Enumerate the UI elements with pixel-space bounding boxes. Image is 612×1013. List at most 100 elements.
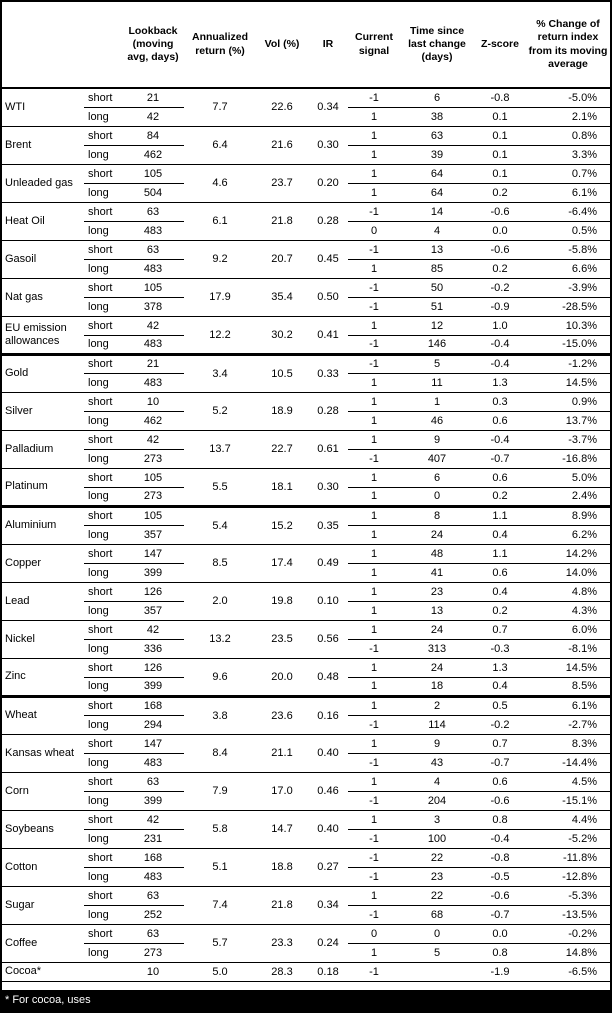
zscore-value: -1.9 — [474, 962, 526, 982]
current-signal-value: 1 — [348, 430, 400, 450]
leg-label: short — [84, 278, 122, 298]
current-signal-value: -1 — [348, 297, 400, 317]
pct-change-value: 14.0% — [526, 563, 610, 583]
pct-change-value: -3.9% — [526, 278, 610, 298]
leg-label: long — [84, 905, 122, 925]
ir-value: 0.40 — [308, 734, 348, 773]
time-since-value: 5 — [400, 354, 474, 374]
table-row: long 378 -1 51 -0.9 -28.5% — [2, 297, 610, 317]
table-row: long 357 1 24 0.4 6.2% — [2, 525, 610, 545]
table-row: Zinc short 126 9.6 20.0 0.48 1 24 1.3 14.5% — [2, 658, 610, 698]
leg-label: short — [84, 810, 122, 830]
current-signal-value: 1 — [348, 734, 400, 754]
lookback-value: 105 — [122, 164, 184, 184]
current-signal-value: 0 — [348, 924, 400, 944]
pct-change-value: -5.0% — [526, 88, 610, 108]
zscore-value: 0.6 — [474, 468, 526, 488]
lookback-value: 63 — [122, 924, 184, 944]
leg-label: short — [84, 202, 122, 222]
annualized-return-value: 6.1 — [184, 202, 256, 241]
lookback-value: 105 — [122, 468, 184, 488]
commodity-name: Soybeans — [2, 810, 84, 849]
annualized-return-value: 9.6 — [184, 658, 256, 698]
lookback-value: 21 — [122, 88, 184, 108]
current-signal-value: -1 — [348, 829, 400, 849]
table-row: Aluminium short 105 5.4 15.2 0.35 1 8 1.1 8.9% — [2, 506, 610, 545]
lookback-value: 462 — [122, 145, 184, 165]
zscore-value: 0.8 — [474, 943, 526, 963]
ir-value: 0.56 — [308, 620, 348, 659]
commodity-name: EU emission allowances — [2, 316, 84, 356]
lookback-value: 399 — [122, 677, 184, 698]
current-signal-value: 1 — [348, 411, 400, 431]
time-since-value: 9 — [400, 734, 474, 754]
time-since-value: 38 — [400, 107, 474, 127]
annualized-return-value: 7.7 — [184, 88, 256, 127]
leg-label: long — [84, 183, 122, 203]
time-since-value: 46 — [400, 411, 474, 431]
commodity-name: Nat gas — [2, 278, 84, 317]
current-signal-value: 1 — [348, 126, 400, 146]
pct-change-value: -11.8% — [526, 848, 610, 868]
commodity-name: Cocoa* — [2, 962, 84, 982]
pct-change-value: -2.7% — [526, 715, 610, 735]
annualized-return-value: 5.2 — [184, 392, 256, 431]
leg-label: short — [84, 240, 122, 260]
leg-label: long — [84, 791, 122, 811]
zscore-value: 0.4 — [474, 582, 526, 602]
lookback-value: 21 — [122, 354, 184, 374]
leg-label: short — [84, 354, 122, 374]
time-since-value: 4 — [400, 221, 474, 241]
time-since-value: 48 — [400, 544, 474, 564]
zscore-value: -0.4 — [474, 430, 526, 450]
zscore-value: -0.5 — [474, 867, 526, 887]
zscore-value: -0.7 — [474, 753, 526, 773]
current-signal-value: -1 — [348, 715, 400, 735]
lookback-value: 42 — [122, 107, 184, 127]
pct-change-value: 2.1% — [526, 107, 610, 127]
table-row: Nickel short 42 13.2 23.5 0.56 1 24 0.7 6.0% — [2, 620, 610, 659]
lookback-value: 483 — [122, 259, 184, 279]
time-since-value: 14 — [400, 202, 474, 222]
leg-label: short — [84, 734, 122, 754]
pct-change-value: 6.6% — [526, 259, 610, 279]
annualized-return-value: 13.7 — [184, 430, 256, 469]
table-row: Lead short 126 2.0 19.8 0.10 1 23 0.4 4.8% — [2, 582, 610, 621]
current-signal-value: -1 — [348, 449, 400, 469]
leg-label: long — [84, 107, 122, 127]
pct-change-value: 6.2% — [526, 525, 610, 545]
time-since-value: 43 — [400, 753, 474, 773]
vol-value: 17.0 — [256, 772, 308, 811]
table-row: long 252 -1 68 -0.7 -13.5% — [2, 905, 610, 925]
commodity-name: Zinc — [2, 658, 84, 698]
leg-label: short — [84, 126, 122, 146]
pct-change-value: -8.1% — [526, 639, 610, 659]
time-since-value: 5 — [400, 943, 474, 963]
table-row: Kansas wheat short 147 8.4 21.1 0.40 1 9 0.7 8.3% — [2, 734, 610, 773]
pct-change-value: -16.8% — [526, 449, 610, 469]
current-signal-value: 1 — [348, 468, 400, 488]
lookback-value: 84 — [122, 126, 184, 146]
lookback-value: 231 — [122, 829, 184, 849]
table-row: long 483 1 11 1.3 14.5% — [2, 373, 610, 393]
leg-label: long — [84, 449, 122, 469]
leg-label: short — [84, 392, 122, 412]
col-header-leg — [84, 2, 122, 89]
time-since-value: 63 — [400, 126, 474, 146]
current-signal-value: 1 — [348, 506, 400, 526]
lookback-value: 168 — [122, 696, 184, 716]
table-row: WTI short 21 7.7 22.6 0.34 -1 6 -0.8 -5.0% — [2, 88, 610, 127]
zscore-value: 1.3 — [474, 373, 526, 393]
pct-change-value: 14.2% — [526, 544, 610, 564]
zscore-value: 0.0 — [474, 221, 526, 241]
current-signal-value: 1 — [348, 259, 400, 279]
zscore-value: 0.1 — [474, 107, 526, 127]
commodity-name: Copper — [2, 544, 84, 583]
table-row: long 42 1 38 0.1 2.1% — [2, 107, 610, 127]
lookback-value: 273 — [122, 449, 184, 469]
pct-change-value: 0.7% — [526, 164, 610, 184]
leg-label: long — [84, 525, 122, 545]
time-since-value: 0 — [400, 924, 474, 944]
pct-change-value: -15.0% — [526, 335, 610, 356]
time-since-value: 6 — [400, 88, 474, 108]
